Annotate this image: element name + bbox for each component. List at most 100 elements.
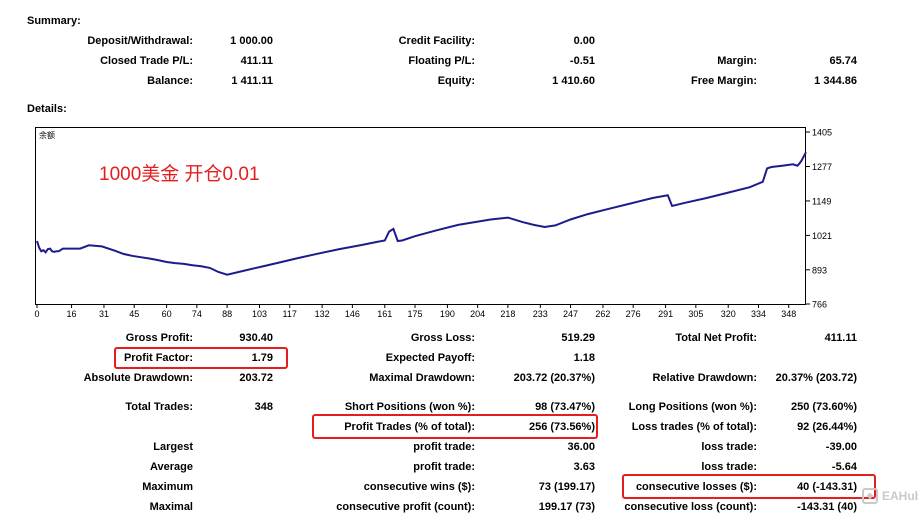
x-tick-label: 175 [408, 309, 423, 319]
profit-factor-highlight [114, 347, 288, 369]
x-tick-label: 117 [283, 309, 297, 319]
stat-middle-value-7: 73 (199.17) [538, 481, 595, 493]
stat-middle-value-8: 199.17 (73) [538, 501, 595, 513]
stat-middle-label-8: consecutive profit (count): [336, 501, 475, 513]
x-tick-label: 218 [500, 309, 515, 319]
balance-value: 1 411.11 [231, 75, 273, 87]
stat-middle-label-1: Expected Payoff: [385, 352, 475, 364]
stat-left-value-2: 203.72 [239, 372, 273, 384]
credit-value: 0.00 [573, 35, 595, 47]
stat-right-value-3: 250 (73.60%) [790, 401, 857, 413]
closed-pl-value: 411.11 [240, 55, 273, 67]
stat-left-value-1: 1.79 [251, 352, 273, 364]
stat-middle-label-3: Short Positions (won %): [344, 401, 475, 413]
stat-middle-value-1: 1.18 [573, 352, 595, 364]
stat-middle-label-7: consecutive wins ($): [363, 481, 475, 493]
stat-middle-label-6: profit trade: [413, 461, 475, 473]
stat-right-value-6: -5.64 [831, 461, 857, 473]
consecutive-losses-highlight [622, 474, 876, 499]
stat-left-label-1: Profit Factor: [123, 352, 193, 364]
x-tick-label: 262 [595, 309, 610, 319]
stat-right-value-5: -39.00 [825, 441, 857, 453]
x-tick-label: 190 [440, 309, 455, 319]
y-tick-label: 766 [812, 300, 827, 310]
x-tick-label: 103 [252, 309, 267, 319]
equity-value: 1 410.60 [552, 75, 595, 87]
stat-left-label-7: Maximal [149, 501, 193, 513]
x-tick-label: 16 [67, 309, 77, 319]
stat-right-label-4: Loss trades (% of total): [631, 421, 757, 433]
stat-middle-label-2: Maximal Drawdown: [369, 372, 475, 384]
x-tick-label: 132 [315, 309, 330, 319]
stat-right-value-2: 20.37% (203.72) [775, 372, 857, 384]
stat-left-label-5: Average [149, 461, 193, 473]
stat-left-label-0: Gross Profit: [125, 332, 193, 344]
stat-left-label-2: Absolute Drawdown: [83, 372, 193, 384]
stat-left-label-4: Largest [153, 441, 193, 453]
x-tick-label: 348 [781, 309, 796, 319]
stat-right-label-6: loss trade: [701, 461, 757, 473]
stat-left-label-6: Maximum [142, 481, 193, 493]
x-tick-label: 305 [688, 309, 703, 319]
x-tick-label: 0 [34, 309, 39, 319]
stat-left-value-0: 930.40 [239, 332, 273, 344]
stat-right-value-8: -143.31 (40) [797, 501, 857, 513]
stat-right-value-0: 411.11 [824, 332, 857, 344]
chart-annotation: 1000美金 开仓0.01 [99, 163, 260, 185]
x-tick-label: 204 [470, 309, 485, 319]
y-tick-label: 1149 [812, 196, 831, 206]
margin-label: Margin: [717, 55, 757, 67]
balance-label: Balance: [147, 75, 193, 87]
x-tick-label: 74 [192, 309, 202, 319]
x-tick-label: 161 [377, 309, 392, 319]
closed-pl-label: Closed Trade P/L: [100, 55, 193, 67]
eahub-watermark: ◆ EAHub [862, 488, 918, 504]
equity-label: Equity: [437, 75, 475, 87]
balance-series-line [36, 151, 807, 276]
stat-right-label-7: consecutive losses ($): [635, 481, 757, 493]
stat-right-value-7: 40 (-143.31) [797, 481, 857, 493]
stat-middle-label-0: Gross Loss: [410, 332, 475, 344]
summary-heading: Summary: [27, 15, 81, 27]
stat-middle-label-4: Profit Trades (% of total): [344, 421, 475, 433]
y-tick-label: 1277 [812, 162, 832, 172]
y-tick-label: 1021 [812, 231, 832, 241]
free-margin-value: 1 344.86 [814, 75, 857, 87]
x-tick-label: 233 [533, 309, 548, 319]
balance-chart-frame [35, 127, 806, 305]
stat-left-value-3: 348 [254, 401, 273, 413]
x-tick-label: 320 [721, 309, 736, 319]
x-tick-label: 45 [129, 309, 139, 319]
stat-middle-value-6: 3.63 [573, 461, 595, 473]
stat-middle-value-5: 36.00 [567, 441, 595, 453]
x-tick-label: 31 [99, 309, 109, 319]
x-tick-label: 60 [162, 309, 172, 319]
stat-right-label-5: loss trade: [701, 441, 757, 453]
deposit-label: Deposit/Withdrawal: [87, 35, 193, 47]
y-tick-label: 893 [812, 265, 827, 275]
x-tick-label: 88 [222, 309, 232, 319]
x-tick-label: 334 [751, 309, 766, 319]
stat-middle-value-4: 256 (73.56%) [528, 421, 595, 433]
watermark-text: EAHub [882, 489, 918, 503]
stat-right-value-4: 92 (26.44%) [797, 421, 857, 433]
stat-middle-value-0: 519.29 [561, 332, 595, 344]
stat-middle-value-3: 98 (73.47%) [535, 401, 595, 413]
stat-middle-value-2: 203.72 (20.37%) [513, 372, 595, 384]
x-tick-label: 291 [658, 309, 673, 319]
stat-right-label-2: Relative Drawdown: [652, 372, 757, 384]
x-tick-label: 247 [563, 309, 578, 319]
y-tick-label: 1405 [812, 128, 832, 138]
x-tick-label: 276 [626, 309, 641, 319]
stat-middle-label-5: profit trade: [413, 441, 475, 453]
stat-right-label-8: consecutive loss (count): [624, 501, 757, 513]
credit-label: Credit Facility: [398, 35, 475, 47]
profit-trades-highlight [312, 414, 598, 439]
eahub-logo-icon: ◆ [862, 488, 878, 504]
free-margin-label: Free Margin: [690, 75, 757, 87]
floating-pl-label: Floating P/L: [408, 55, 475, 67]
chart-corner-label: 余额 [39, 130, 55, 140]
deposit-value: 1 000.00 [230, 35, 273, 47]
stat-right-label-0: Total Net Profit: [675, 332, 757, 344]
